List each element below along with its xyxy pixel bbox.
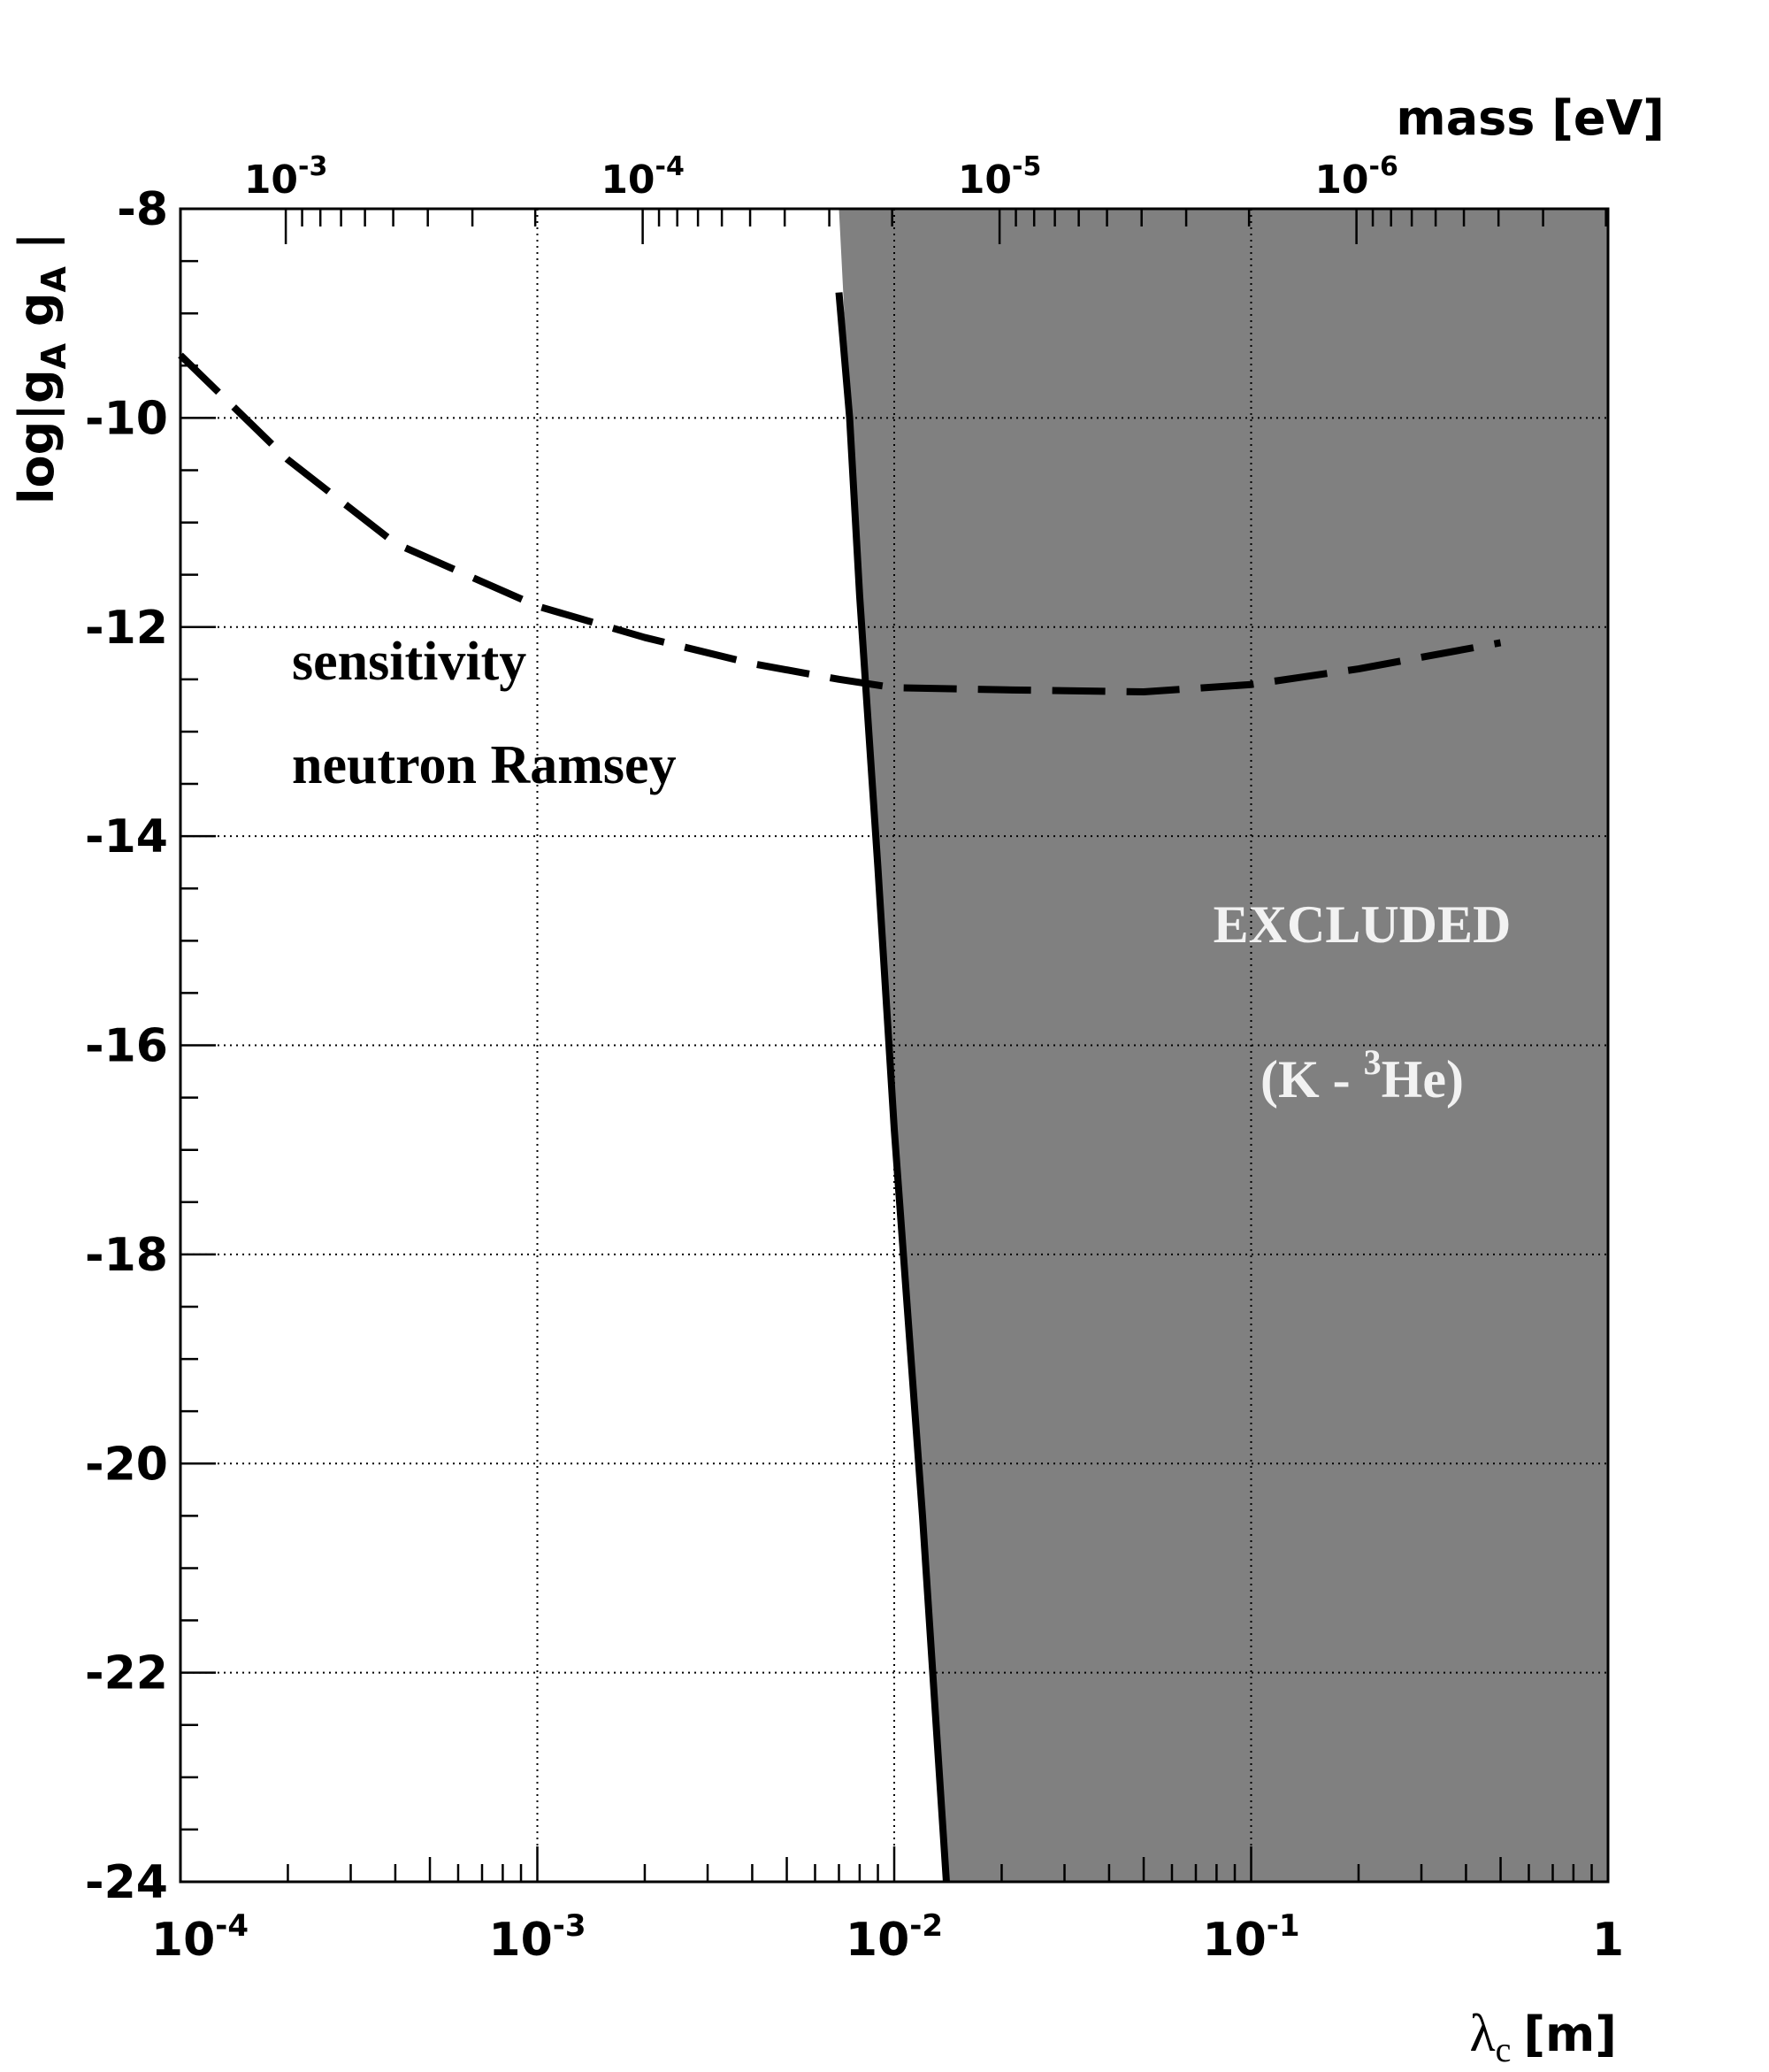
top-tick-base: 10 <box>244 157 298 203</box>
y-tick-label: -24 <box>85 1856 168 1909</box>
excluded-source-pre: (K - <box>1260 1050 1364 1109</box>
y-axis-title-sub1: A <box>34 342 73 369</box>
x-tick-base: 10 <box>488 1914 552 1967</box>
y-tick-label: -14 <box>85 810 168 863</box>
top-tick-base: 10 <box>1314 157 1368 203</box>
x-axis-subscript: c <box>1496 2030 1512 2069</box>
y-tick-label: -16 <box>85 1020 168 1073</box>
excluded-source-superscript: 3 <box>1364 1042 1382 1082</box>
x-tick-label: 10-3 <box>488 1908 586 1967</box>
x-tick-base: 1 <box>1592 1914 1624 1967</box>
excluded-source-label: (K - 3He) <box>1260 1042 1464 1109</box>
x-axis-symbol: λ <box>1470 2004 1496 2062</box>
y-tick-label: -10 <box>85 392 168 445</box>
neutron-ramsey-label: neutron Ramsey <box>292 735 677 795</box>
x-tick-label: 10-2 <box>846 1908 943 1967</box>
x-axis-unit: [m] <box>1523 2007 1617 2062</box>
y-tick-label: -8 <box>117 183 168 236</box>
x-tick-exponent: -1 <box>1267 1908 1300 1944</box>
x-tick-base: 10 <box>151 1914 215 1967</box>
x-tick-label: 10-1 <box>1202 1908 1299 1967</box>
y-tick-label: -20 <box>85 1438 168 1491</box>
sensitivity-curve <box>178 352 1502 696</box>
grid-layer <box>180 209 1608 1882</box>
x-tick-base: 10 <box>846 1914 909 1967</box>
y-axis-title: log|gA gA | <box>9 233 73 504</box>
top-tick-label: 10-3 <box>244 151 328 203</box>
excluded-region <box>839 209 1608 1882</box>
top-tick-exponent: -3 <box>298 151 327 182</box>
y-tick-label: -22 <box>85 1647 168 1700</box>
excluded-region-layer <box>839 209 1608 1882</box>
x-tick-exponent: -2 <box>909 1908 943 1944</box>
top-tick-exponent: -4 <box>655 151 685 182</box>
top-tick-exponent: -6 <box>1369 151 1398 182</box>
series-layer <box>178 292 1502 1883</box>
labels-layer: 10-4 10-3 10-2 10-1 1-8-10-12-14-16-18-20-22… <box>85 151 1624 1967</box>
exclusion-boundary-curve <box>835 292 950 1883</box>
top-tick-base: 10 <box>958 157 1012 203</box>
y-axis-title-sub2: A <box>34 265 73 292</box>
ticks-layer <box>179 207 1610 1884</box>
x-axis-title: λc [m] <box>1470 2004 1618 2069</box>
sensitivity-label: sensitivity <box>292 632 526 692</box>
top-tick-exponent: -5 <box>1012 151 1041 182</box>
x-tick-exponent: -4 <box>215 1908 249 1944</box>
x-tick-label: 1 <box>1592 1914 1624 1967</box>
plot-frame <box>179 207 1610 1884</box>
y-axis-title-post: | <box>9 233 65 267</box>
y-axis-title-mid: g <box>9 292 65 342</box>
top-tick-label: 10-6 <box>1314 151 1398 203</box>
y-tick-label: -12 <box>85 602 168 655</box>
excluded-source-post: He) <box>1382 1050 1464 1109</box>
top-tick-label: 10-4 <box>601 151 685 203</box>
excluded-label: EXCLUDED <box>1214 895 1512 954</box>
top-tick-base: 10 <box>601 157 655 203</box>
top-axis-title: mass [eV] <box>1396 90 1665 146</box>
y-tick-label: -18 <box>85 1229 168 1282</box>
y-axis-title-pre: log|g <box>9 369 65 504</box>
x-tick-base: 10 <box>1202 1914 1266 1967</box>
x-tick-label: 10-4 <box>151 1908 249 1967</box>
x-tick-exponent: -3 <box>553 1908 586 1944</box>
top-tick-label: 10-5 <box>958 151 1042 203</box>
